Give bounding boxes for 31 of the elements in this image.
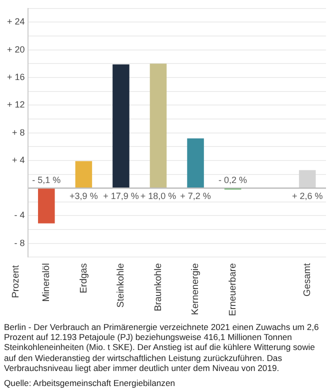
x-tick-label: Steinkohle bbox=[116, 263, 127, 308]
source-note: Quelle: Arbeitsgemeinschaft Energiebilanzen bbox=[4, 378, 176, 388]
x-tick-label: Mineralöl bbox=[41, 263, 52, 302]
y-tick-label: - 4 bbox=[14, 210, 25, 220]
y-tick-label: + 24 bbox=[6, 16, 25, 27]
y-tick-label: + 4 bbox=[12, 154, 25, 165]
y-axis-title: Prozent bbox=[10, 264, 22, 298]
data-label: - 5,1 % bbox=[32, 175, 61, 186]
y-tick-label: + 8 bbox=[12, 127, 25, 138]
data-label: - 0,2 % bbox=[218, 175, 248, 186]
bar bbox=[38, 188, 55, 224]
text: Berlin - Der Verbrauch an Primärenergie verzeichnete 2021 einen Zuwachs um 2,6 Prozent auf 12.193 Petajoule (PJ) beziehungsweise 416,1 Millionen Tonnen Steinkohleneinheiten (Mio. t SKE). Der Anstieg ist auf die kühlere Witterung sowie auf den Wiederanstieg der wirtschaftlichen Leistung zurückzuführen. Das Verbrauchsniveau liegt aber immer deutlich unter dem Niveau von 2019. bbox=[4, 322, 320, 374]
data-label: +3,9 % bbox=[70, 191, 98, 202]
x-tick-label: Kernenergie bbox=[190, 263, 202, 315]
y-tick-label: + 12 bbox=[6, 100, 25, 110]
y-tick-label: - 8 bbox=[14, 238, 25, 248]
x-tick-label: Erneuerbare bbox=[227, 263, 238, 316]
x-tick-label: Braunkohle bbox=[152, 263, 164, 312]
bar bbox=[75, 161, 92, 188]
data-label: + 7,2 % bbox=[180, 191, 211, 202]
data-label: + 18,0 % bbox=[140, 191, 176, 202]
bar bbox=[112, 64, 130, 188]
data-label: + 2,6 % bbox=[292, 191, 323, 202]
bar bbox=[187, 138, 204, 188]
y-tick-label: + 16 bbox=[6, 72, 25, 82]
x-tick-label: Erdgas bbox=[78, 262, 90, 294]
bar bbox=[150, 64, 167, 188]
bar bbox=[298, 170, 316, 188]
x-tick-label: Gesamt bbox=[302, 262, 313, 296]
y-tick-label: + 20 bbox=[6, 44, 25, 54]
data-label: + 17,9 % bbox=[103, 191, 139, 202]
